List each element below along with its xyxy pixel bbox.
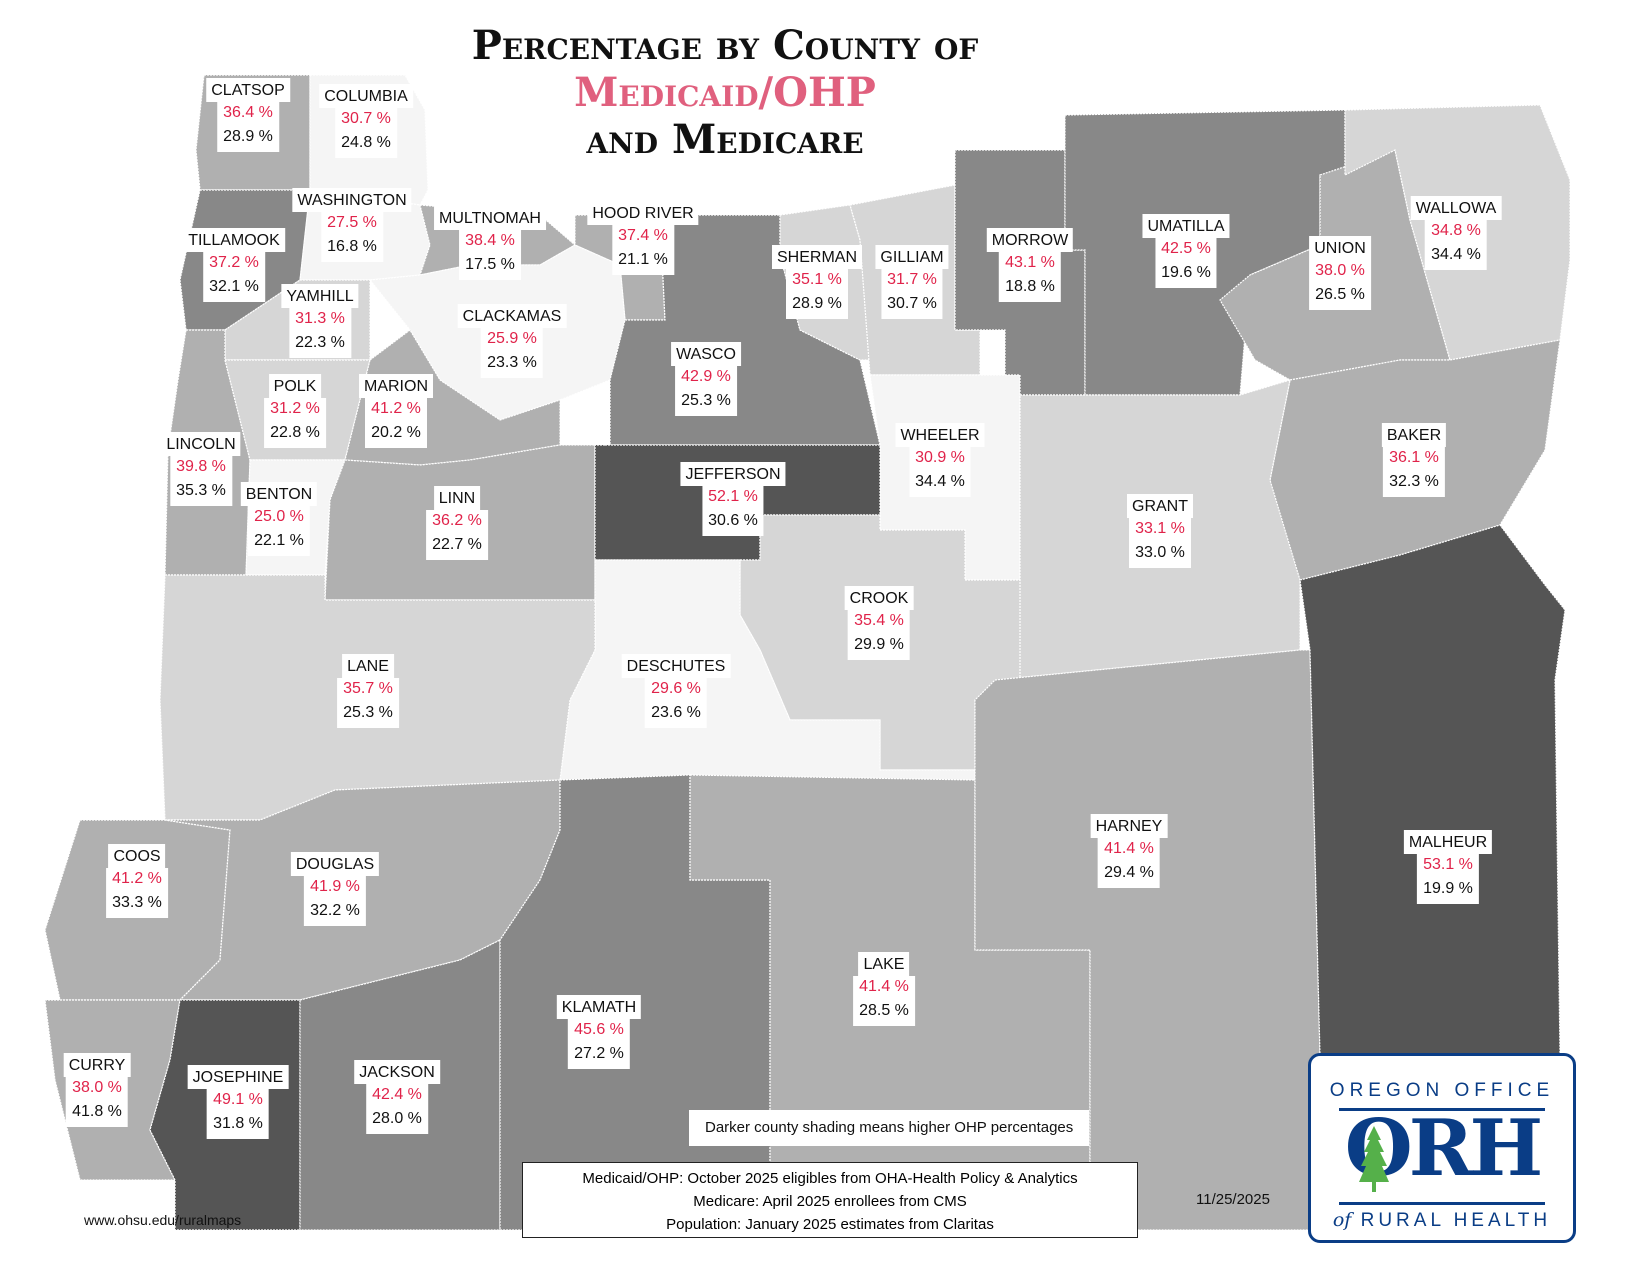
logo-bottom-text: of RURAL HEALTH — [1332, 1209, 1552, 1231]
county-label-clackamas: CLACKAMAS 25.9 % 23.3 % — [457, 304, 567, 378]
shading-legend-note: Darker county shading means higher OHP p… — [689, 1110, 1090, 1146]
county-label-polk: POLK 31.2 % 22.8 % — [264, 374, 326, 448]
source-population: Population: January 2025 estimates from … — [666, 1216, 994, 1233]
logo-rule-bottom — [1339, 1202, 1545, 1205]
logo-top-text: OREGON OFFICE — [1329, 1080, 1555, 1101]
county-label-lake: LAKE 41.4 % 28.5 % — [853, 952, 915, 1026]
county-label-grant: GRANT 33.1 % 33.0 % — [1127, 494, 1193, 568]
county-label-washington: WASHINGTON 27.5 % 16.8 % — [292, 188, 412, 262]
logo-orh-text: ORH — [1344, 1103, 1543, 1194]
county-label-malheur: MALHEUR 53.1 % 19.9 % — [1403, 830, 1493, 904]
county-label-deschutes: DESCHUTES 29.6 % 23.6 % — [621, 654, 731, 728]
county-label-jackson: JACKSON 42.4 % 28.0 % — [354, 1060, 440, 1134]
county-label-wasco: WASCO 42.9 % 25.3 % — [671, 342, 741, 416]
county-label-lincoln: LINCOLN 39.8 % 35.3 % — [161, 432, 241, 506]
map-title: Percentage by County of Medicaid/OHP and… — [400, 22, 1050, 163]
county-label-gilliam: GILLIAM 31.7 % 30.7 % — [875, 245, 949, 319]
orh-logo: OREGON OFFICE ORH of RURAL HEALTH — [1308, 1053, 1576, 1243]
county-label-lane: LANE 35.7 % 25.3 % — [337, 654, 399, 728]
title-line-2: Medicaid/OHP — [574, 69, 876, 116]
source-medicare: Medicare: April 2025 enrollees from CMS — [693, 1193, 967, 1210]
county-label-clatsop: CLATSOP 36.4 % 28.9 % — [206, 78, 290, 152]
county-malheur — [1299, 524, 1566, 1056]
county-label-tillamook: TILLAMOOK 37.2 % 32.1 % — [183, 228, 285, 302]
logo-rule-top — [1339, 1108, 1545, 1111]
county-label-harney: HARNEY 41.4 % 29.4 % — [1090, 814, 1168, 888]
county-label-douglas: DOUGLAS 41.9 % 32.2 % — [290, 852, 380, 926]
map-date: 11/25/2025 — [1196, 1191, 1270, 1208]
county-label-yamhill: YAMHILL 31.3 % 22.3 % — [281, 284, 359, 358]
county-label-sherman: SHERMAN 35.1 % 28.9 % — [771, 245, 863, 319]
county-label-hood-river: HOOD RIVER 37.4 % 21.1 % — [587, 201, 699, 275]
county-label-morrow: MORROW 43.1 % 18.8 % — [986, 228, 1074, 302]
county-label-linn: LINN 36.2 % 22.7 % — [426, 486, 488, 560]
county-label-curry: CURRY 38.0 % 41.8 % — [63, 1053, 131, 1127]
title-line-3: and Medicare — [586, 116, 864, 163]
county-label-crook: CROOK 35.4 % 29.9 % — [844, 586, 914, 660]
county-label-klamath: KLAMATH 45.6 % 27.2 % — [556, 995, 642, 1069]
county-label-marion: MARION 41.2 % 20.2 % — [359, 374, 433, 448]
county-label-union: UNION 38.0 % 26.5 % — [1309, 236, 1371, 310]
tree-icon — [1359, 1126, 1389, 1192]
county-label-multnomah: MULTNOMAH 38.4 % 17.5 % — [434, 206, 546, 280]
county-label-wallowa: WALLOWA 34.8 % 34.4 % — [1410, 196, 1502, 270]
title-line-1: Percentage by County of — [471, 22, 979, 69]
county-label-umatilla: UMATILLA 42.5 % 19.6 % — [1142, 214, 1230, 288]
source-medicaid: Medicaid/OHP: October 2025 eligibles fro… — [582, 1170, 1078, 1187]
data-sources-box: Medicaid/OHP: October 2025 eligibles fro… — [522, 1162, 1138, 1238]
county-label-columbia: COLUMBIA 30.7 % 24.8 % — [319, 84, 413, 158]
county-label-josephine: JOSEPHINE 49.1 % 31.8 % — [187, 1065, 289, 1139]
county-label-jefferson: JEFFERSON 52.1 % 30.6 % — [680, 462, 786, 536]
county-label-coos: COOS 41.2 % 33.3 % — [106, 844, 168, 918]
source-url[interactable]: www.ohsu.edu/ruralmaps — [84, 1212, 242, 1228]
county-label-wheeler: WHEELER 30.9 % 34.4 % — [895, 423, 985, 497]
county-label-benton: BENTON 25.0 % 22.1 % — [240, 482, 318, 556]
county-label-baker: BAKER 36.1 % 32.3 % — [1381, 423, 1447, 497]
